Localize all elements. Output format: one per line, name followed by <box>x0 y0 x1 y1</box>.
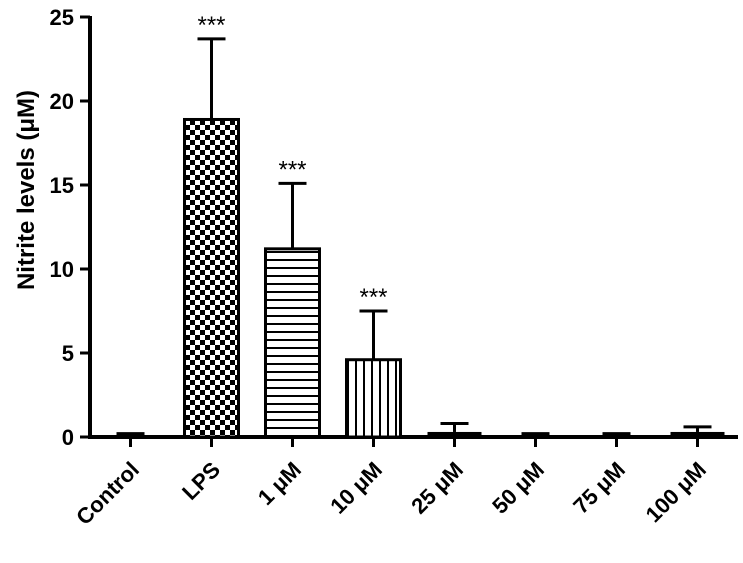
significance-label-2: *** <box>278 156 306 183</box>
x-tick-label-3: 10 μM <box>325 457 387 519</box>
bar-6 <box>589 435 644 437</box>
y-tick-label-2: 10 <box>50 257 74 282</box>
y-tick-label-1: 5 <box>62 341 74 366</box>
x-axis: Control LPS 1 μM 10 μM 25 μM 50 μM 75 μM 100 μM <box>71 435 738 530</box>
bar-4 <box>427 431 482 437</box>
significance-label-1: *** <box>197 12 225 39</box>
y-tick-label-0: 0 <box>62 425 74 450</box>
y-axis-title: Nitrite levels (μM) <box>13 90 40 290</box>
x-tick-label-5: 50 μM <box>487 457 549 519</box>
y-tick-label-4: 20 <box>50 89 74 114</box>
x-tick-label-7: 100 μM <box>641 457 711 527</box>
x-tick-label-0: Control <box>71 457 144 530</box>
y-axis: 0 5 10 15 20 25 <box>50 5 92 450</box>
x-tick-label-4: 25 μM <box>406 457 468 519</box>
significance-label-3: *** <box>359 284 387 311</box>
x-tick-label-1: LPS <box>177 457 225 505</box>
bar-0 <box>103 435 158 437</box>
bar-1 <box>183 117 240 439</box>
bar-2 <box>264 247 321 439</box>
bar-7 <box>670 431 725 437</box>
bars: *** *** *** <box>103 12 725 439</box>
y-tick-label-3: 15 <box>50 173 74 198</box>
x-tick-label-6: 75 μM <box>568 457 630 519</box>
x-tick-label-2: 1 μM <box>253 457 306 510</box>
y-tick-label-5: 25 <box>50 5 74 30</box>
bar-3 <box>345 358 402 439</box>
bar-5 <box>508 435 563 437</box>
